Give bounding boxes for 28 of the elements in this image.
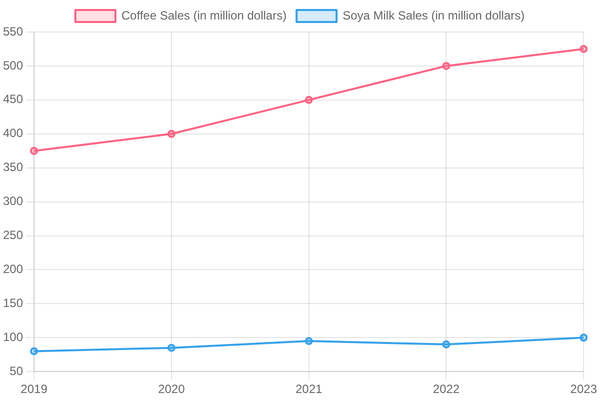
legend-label: Coffee Sales (in million dollars) <box>121 8 287 22</box>
y-tick-label: 300 <box>2 194 24 208</box>
y-tick-label: 200 <box>2 262 24 276</box>
y-tick-label: 500 <box>2 58 24 72</box>
point <box>167 130 176 138</box>
point <box>167 344 176 352</box>
x-tick-label: 2021 <box>295 382 323 396</box>
y-tick-label: 450 <box>2 92 24 106</box>
point <box>442 340 450 348</box>
y-tick-label: 250 <box>2 228 24 242</box>
y-tick-label: 50 <box>10 364 24 378</box>
y-tick-label: 350 <box>2 160 24 174</box>
y-tick-label: 400 <box>2 126 24 140</box>
point <box>442 62 450 70</box>
point <box>580 44 588 53</box>
legend-label: Soya Milk Sales (in million dollars) <box>342 8 525 22</box>
x-tick-label: 2023 <box>570 382 598 396</box>
point <box>30 347 38 356</box>
y-tick-label: 100 <box>2 330 24 344</box>
point <box>30 146 38 155</box>
x-tick-label: 2022 <box>432 382 460 396</box>
x-tick-label: 2019 <box>20 382 48 396</box>
y-tick-label: 550 <box>2 24 24 38</box>
y-tick-label: 150 <box>2 296 24 310</box>
x-tick-label: 2020 <box>158 382 186 396</box>
point <box>304 96 313 104</box>
point <box>304 337 313 346</box>
point <box>580 334 588 342</box>
